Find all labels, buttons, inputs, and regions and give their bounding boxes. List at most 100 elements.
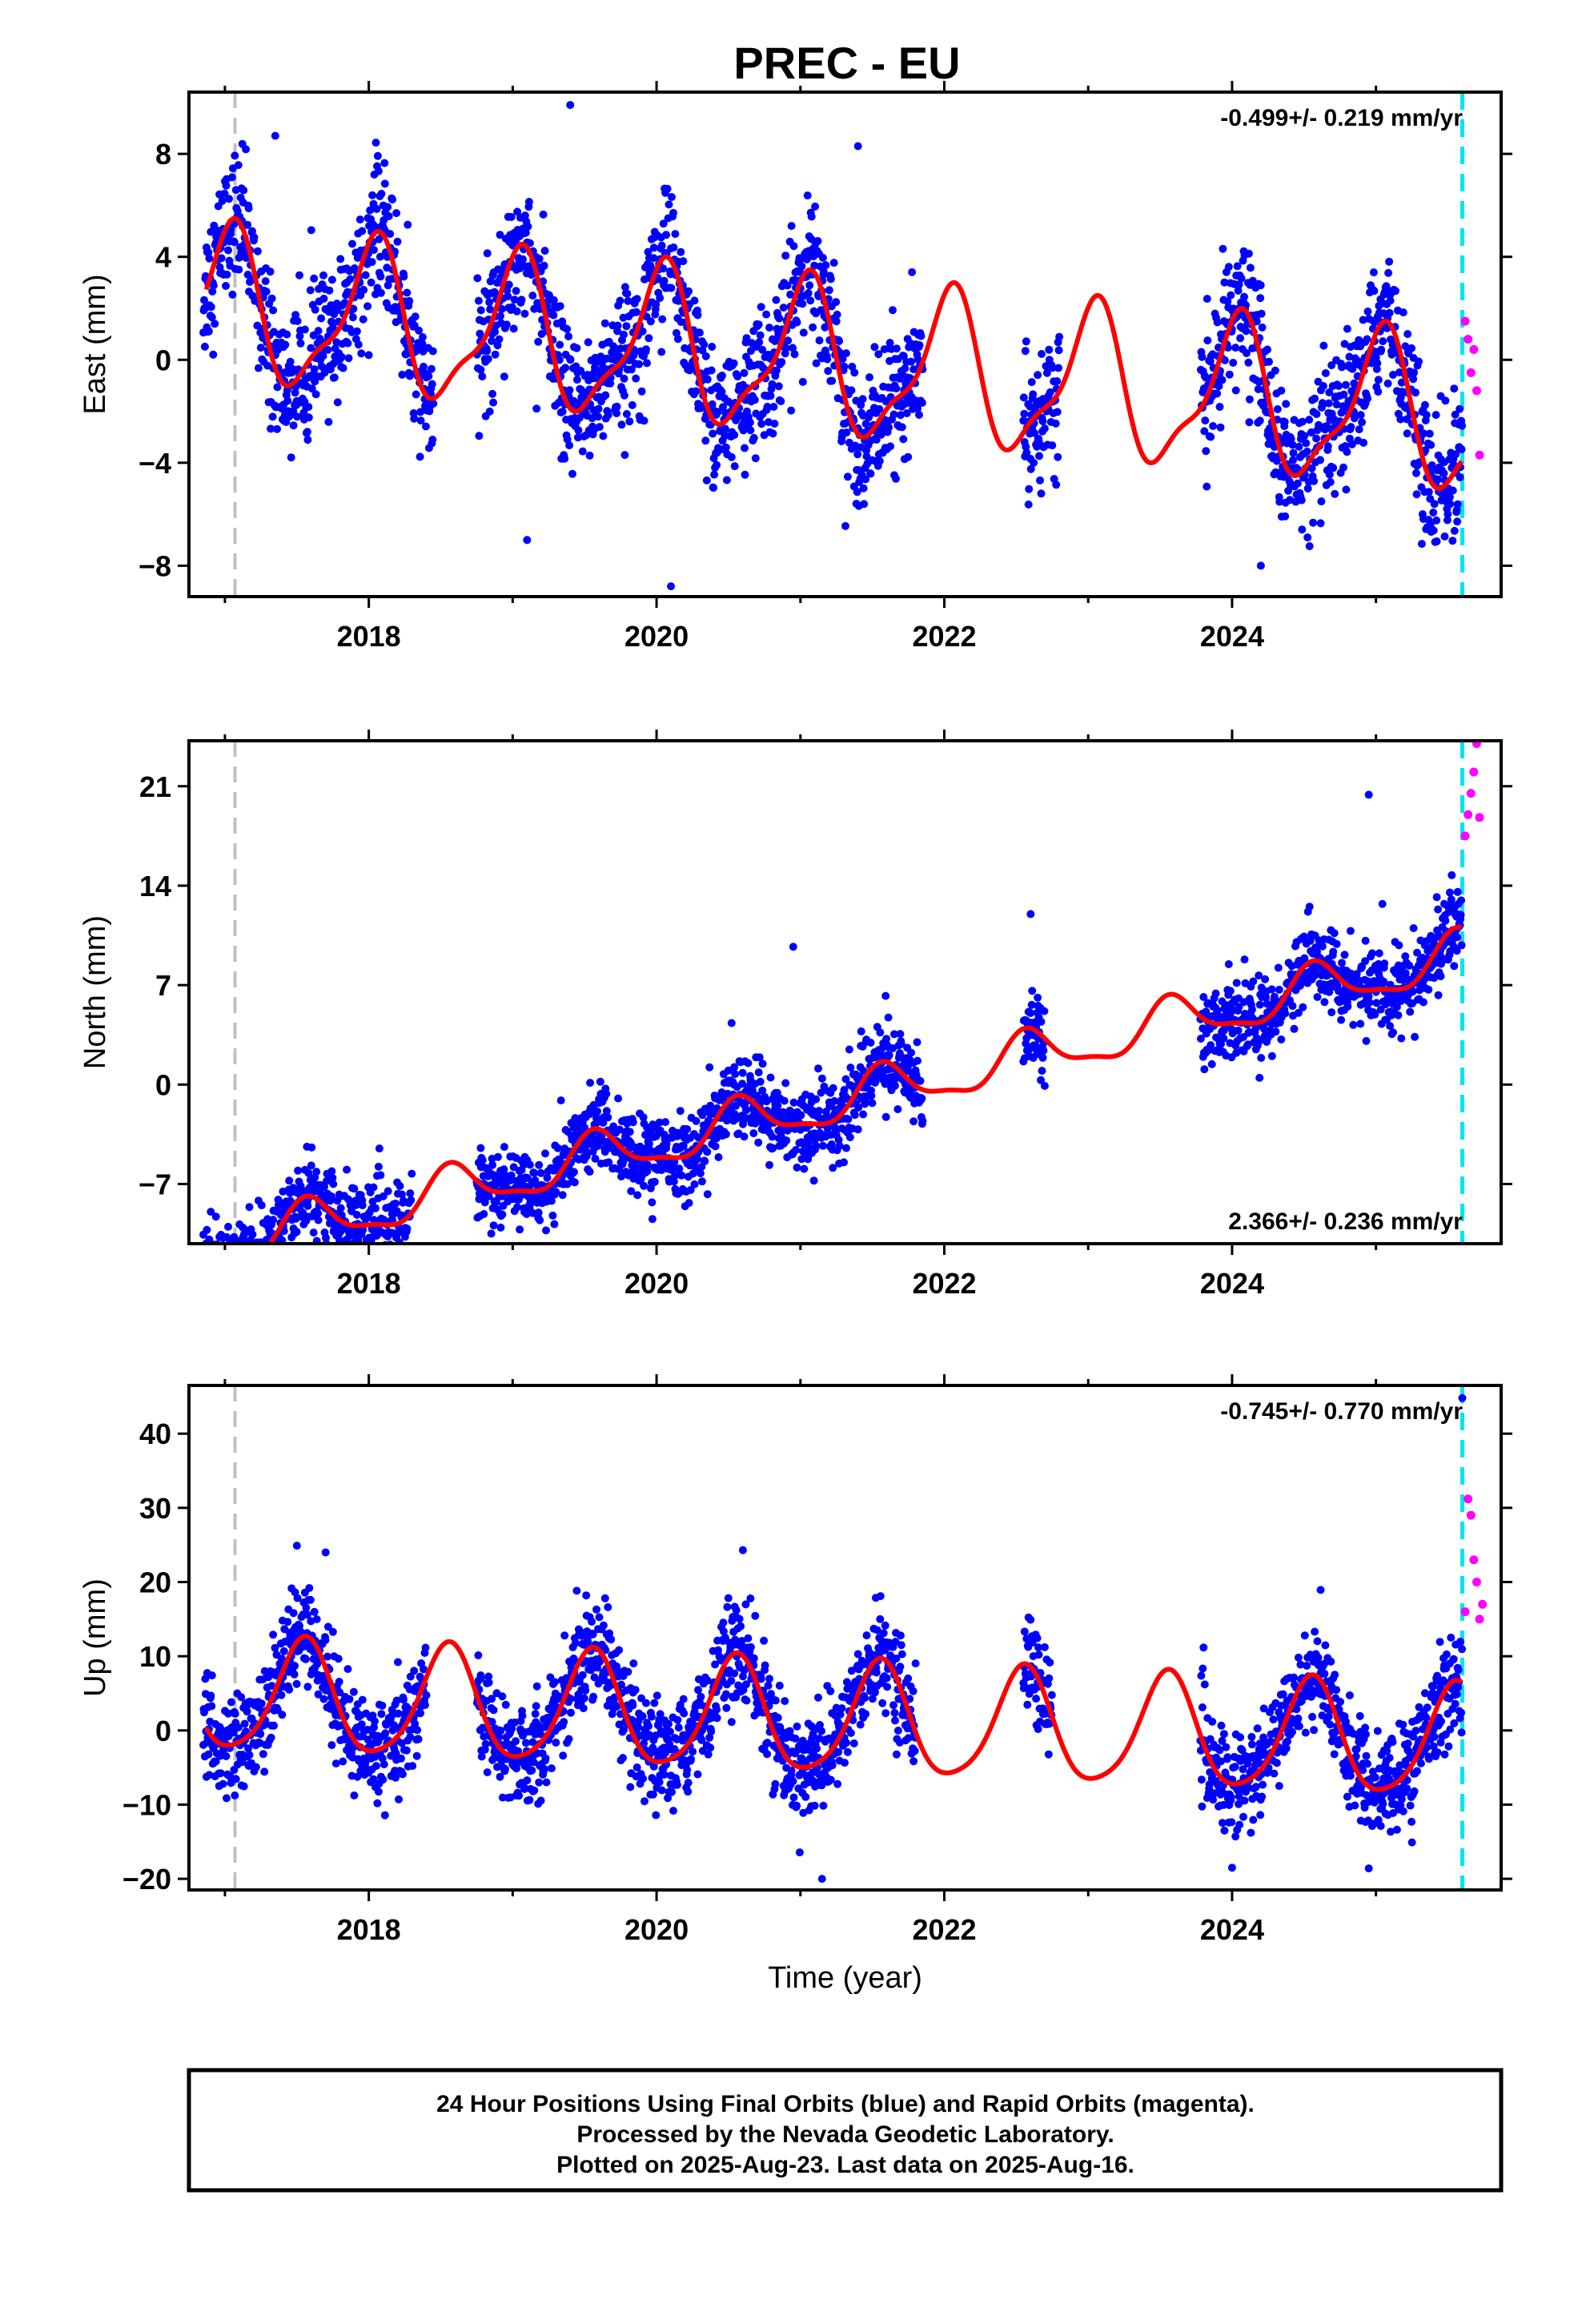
data-point — [703, 375, 712, 384]
data-point — [1054, 364, 1063, 372]
data-point — [1319, 341, 1328, 350]
data-point — [327, 1167, 336, 1176]
data-point — [846, 1063, 855, 1072]
data-point — [1419, 998, 1427, 1007]
data-point — [1389, 371, 1397, 379]
data-point — [337, 352, 346, 361]
data-point — [1026, 1009, 1035, 1017]
data-point — [727, 452, 736, 461]
data-point — [349, 1687, 358, 1696]
data-point — [619, 1157, 628, 1166]
data-point — [1030, 428, 1039, 437]
data-point — [410, 414, 419, 423]
data-point — [375, 1144, 383, 1153]
data-point — [1196, 1035, 1205, 1043]
data-point — [217, 254, 226, 263]
data-point — [1240, 292, 1248, 301]
data-point — [861, 475, 870, 484]
data-point — [1305, 416, 1314, 424]
data-point — [1289, 448, 1298, 457]
data-point — [1392, 1003, 1401, 1011]
data-point — [703, 1190, 712, 1199]
data-point — [383, 1187, 392, 1196]
data-point — [536, 1168, 545, 1177]
data-point — [750, 396, 759, 404]
data-point — [1331, 489, 1339, 498]
data-point — [485, 298, 494, 307]
data-point — [779, 304, 788, 312]
data-point — [358, 1695, 367, 1704]
data-point — [676, 1107, 685, 1116]
data-point — [644, 1140, 653, 1148]
data-point — [632, 308, 640, 316]
data-point — [1028, 987, 1037, 995]
data-point — [708, 343, 717, 351]
data-point — [1394, 1011, 1403, 1019]
data-point — [1434, 475, 1443, 484]
data-point — [1020, 409, 1029, 418]
data-point — [291, 388, 299, 397]
data-point — [248, 1230, 257, 1239]
data-point — [884, 1013, 893, 1022]
x-tick-label: 2018 — [337, 1267, 401, 1300]
data-point — [1342, 380, 1350, 389]
data-point — [428, 380, 436, 388]
data-point — [371, 1204, 379, 1212]
data-point — [604, 1158, 613, 1167]
data-point — [685, 287, 693, 296]
data-point — [657, 348, 666, 356]
data-point — [379, 1775, 387, 1784]
data-point — [303, 1683, 312, 1691]
data-point — [832, 317, 841, 326]
data-point — [1410, 368, 1419, 377]
data-point — [494, 1152, 502, 1161]
data-point — [1367, 949, 1376, 958]
data-point — [285, 1176, 294, 1185]
data-point — [1458, 421, 1467, 430]
data-point — [585, 1168, 594, 1176]
data-point — [380, 179, 389, 188]
data-point — [1386, 1022, 1395, 1031]
data-point — [222, 1752, 231, 1760]
data-point — [339, 364, 347, 372]
data-point — [1350, 414, 1359, 423]
data-point — [1332, 939, 1341, 948]
data-point — [228, 290, 237, 299]
data-point — [1202, 1007, 1211, 1016]
data-point — [1224, 263, 1233, 271]
data-point — [596, 1077, 604, 1086]
data-point — [644, 1160, 652, 1169]
data-point — [907, 357, 916, 366]
data-point — [374, 1787, 383, 1796]
data-point — [713, 408, 722, 416]
data-point — [899, 435, 908, 444]
data-point — [485, 407, 494, 416]
data-point — [1372, 364, 1381, 373]
data-point — [504, 280, 513, 289]
rapid-data-point — [1464, 810, 1473, 819]
data-point-outlier — [523, 536, 532, 545]
data-point — [875, 456, 884, 465]
data-point — [824, 367, 833, 376]
data-point — [412, 390, 420, 399]
data-point — [376, 1171, 385, 1180]
data-point — [646, 317, 655, 326]
data-point — [833, 310, 841, 319]
data-point — [1373, 359, 1382, 368]
data-point — [870, 343, 879, 352]
data-point — [1303, 485, 1312, 493]
data-point — [620, 283, 629, 292]
data-point — [772, 366, 781, 375]
rapid-data-point — [1464, 335, 1473, 344]
data-point — [1352, 970, 1361, 979]
data-point — [1202, 447, 1211, 456]
data-point — [1347, 423, 1355, 432]
data-point — [230, 238, 239, 247]
data-point — [803, 191, 812, 200]
data-point — [1271, 1027, 1280, 1036]
data-point — [1403, 330, 1412, 339]
data-point — [483, 347, 492, 356]
data-point — [411, 312, 420, 321]
data-point — [268, 412, 277, 421]
data-point — [1223, 297, 1232, 306]
